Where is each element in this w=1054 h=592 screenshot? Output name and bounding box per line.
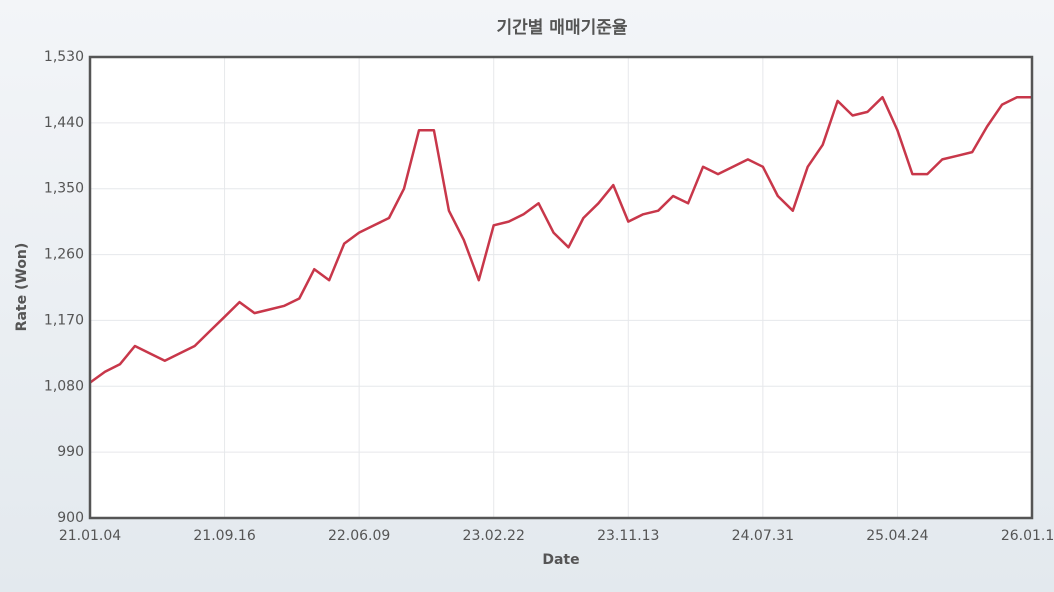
grid (89, 56, 1033, 519)
y-tick-label: 1,530 (44, 49, 84, 65)
x-tick-label: 24.07.31 (732, 528, 794, 544)
data-line (89, 95, 1032, 384)
y-tick-label: 1,170 (44, 312, 84, 328)
x-tick-label: 25.04.24 (866, 528, 928, 544)
x-tick-label: 26.01.13 (1001, 528, 1054, 544)
x-tick-label: 21.01.04 (59, 528, 121, 544)
y-tick-label: 1,350 (44, 181, 84, 197)
x-axis-label: Date (542, 552, 579, 568)
y-tick-label: 1,260 (44, 247, 84, 263)
y-tick-label: 900 (57, 510, 84, 526)
x-tick-label: 22.06.09 (328, 528, 390, 544)
marks (89, 95, 1032, 384)
y-tick-label: 1,440 (44, 115, 84, 131)
plot-area (90, 57, 1032, 518)
plot-border (88, 55, 1034, 520)
chart-title: 기간별 매매기준율 (496, 18, 627, 38)
x-tick-label: 23.02.22 (463, 528, 525, 544)
y-tick-label: 1,080 (44, 378, 84, 394)
x-tick-label: 21.09.16 (193, 528, 255, 544)
x-tick-label: 23.11.13 (597, 528, 659, 544)
y-axis-label: Rate (Won) (14, 243, 30, 332)
y-tick-label: 990 (57, 444, 84, 460)
